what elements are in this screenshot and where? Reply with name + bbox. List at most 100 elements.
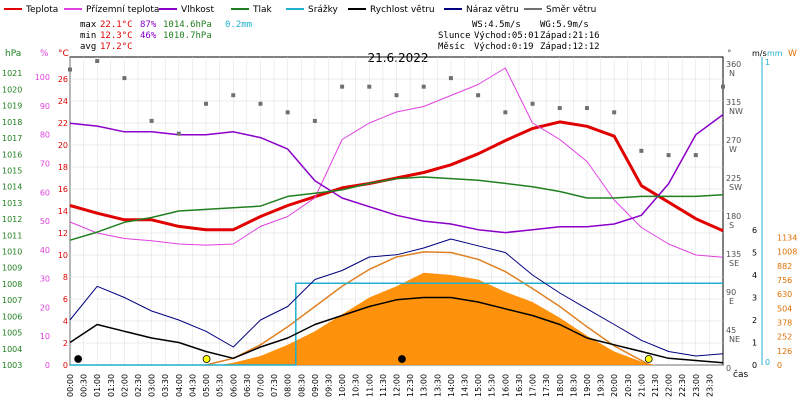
axis-unit-ms: m/s bbox=[752, 49, 767, 58]
tick-hpa-16: 1019 bbox=[2, 102, 22, 111]
tick-temp-5: 10 bbox=[58, 251, 68, 260]
series-1 bbox=[69, 67, 724, 258]
moon-set: Západ:12:12 bbox=[540, 42, 600, 52]
tick-time-47: 23:30 bbox=[705, 374, 714, 397]
stat-avg-temp: 17.2°C bbox=[100, 42, 133, 52]
tick-pct-1: 10 bbox=[40, 332, 50, 341]
tick-ms-2: 2 bbox=[752, 316, 757, 325]
wind-dir-point-20 bbox=[612, 110, 617, 115]
axis-unit-dir: ° bbox=[727, 49, 732, 59]
tick-time-45: 22:30 bbox=[678, 374, 687, 397]
wind-dir-point-4 bbox=[176, 131, 181, 136]
tick-time-44: 22:00 bbox=[665, 374, 674, 397]
tick-temp-13: 26 bbox=[58, 75, 68, 84]
tick-w-7: 882 bbox=[777, 262, 792, 271]
tick-temp-10: 20 bbox=[58, 141, 68, 150]
tick-time-40: 20:00 bbox=[610, 374, 619, 397]
tick-hpa-0: 1003 bbox=[2, 361, 22, 370]
wind-dir-point-21 bbox=[639, 148, 644, 153]
tick-hpa-4: 1007 bbox=[2, 296, 22, 305]
tick-dir-name-7: NE bbox=[729, 335, 740, 344]
tick-mm-1: 1 bbox=[765, 58, 770, 67]
tick-dir-deg-5: 135 bbox=[726, 250, 741, 259]
tick-time-37: 18:30 bbox=[569, 374, 578, 397]
tick-time-33: 16:30 bbox=[515, 374, 524, 397]
tick-pct-8: 80 bbox=[40, 131, 50, 140]
tick-pct-10: 100 bbox=[35, 73, 50, 82]
tick-time-18: 09:00 bbox=[311, 374, 320, 397]
tick-w-3: 378 bbox=[777, 318, 792, 327]
tick-hpa-5: 1008 bbox=[2, 280, 22, 289]
stat-max-hum: 87% bbox=[140, 20, 157, 30]
tick-hpa-3: 1006 bbox=[2, 312, 22, 321]
tick-dir-deg-0: 360 bbox=[726, 60, 741, 69]
tick-time-31: 15:30 bbox=[488, 374, 497, 397]
tick-dir-deg-1: 315 bbox=[726, 98, 741, 107]
tick-ms-1: 1 bbox=[752, 339, 757, 348]
moonset-marker bbox=[398, 355, 406, 363]
tick-time-4: 02:00 bbox=[120, 374, 129, 397]
tick-time-27: 13:30 bbox=[433, 374, 442, 397]
tick-time-43: 21:30 bbox=[651, 374, 660, 397]
tick-w-9: 1134 bbox=[777, 233, 797, 242]
stat-min-temp: 12.3°C bbox=[100, 31, 133, 41]
tick-temp-6: 12 bbox=[58, 229, 68, 238]
tick-time-30: 15:00 bbox=[474, 374, 483, 397]
tick-time-32: 16:00 bbox=[501, 374, 510, 397]
tick-mm-0: 0 bbox=[765, 358, 770, 367]
tick-ms-5: 5 bbox=[752, 249, 757, 258]
stat-max-rain: 0.2mm bbox=[225, 20, 252, 30]
wind-dir-point-14 bbox=[448, 76, 453, 81]
tick-pct-3: 30 bbox=[40, 275, 50, 284]
wind-dir-point-19 bbox=[584, 106, 589, 111]
tick-temp-0: 0 bbox=[63, 361, 68, 370]
tick-temp-7: 14 bbox=[58, 207, 68, 216]
legend: Teplota Přízemní teplota Vlhkost Tlak Srážky… bbox=[4, 5, 596, 15]
tick-temp-12: 24 bbox=[58, 97, 68, 106]
wind-dir-point-12 bbox=[394, 93, 399, 98]
tick-temp-8: 16 bbox=[58, 185, 68, 194]
tick-dir-name-4: S bbox=[729, 221, 734, 230]
tick-dir-name-0: N bbox=[729, 69, 735, 78]
tick-time-19: 09:30 bbox=[324, 374, 333, 397]
tick-temp-4: 8 bbox=[63, 273, 68, 282]
wind-dir-point-17 bbox=[530, 101, 535, 106]
wind-dir-point-7 bbox=[258, 101, 263, 106]
tick-time-5: 02:30 bbox=[134, 374, 143, 397]
tick-time-34: 17:00 bbox=[529, 374, 538, 397]
tick-pct-6: 60 bbox=[40, 188, 50, 197]
tick-hpa-15: 1018 bbox=[2, 118, 22, 127]
tick-pct-4: 40 bbox=[40, 246, 50, 255]
legend-label-5: Rychlost větru bbox=[370, 5, 435, 15]
stat-min-press: 1010.7hPa bbox=[163, 31, 212, 41]
series-solar bbox=[219, 272, 655, 365]
tick-time-9: 04:30 bbox=[188, 374, 197, 397]
wind-dir-point-23 bbox=[693, 153, 698, 158]
axes-layer: 1003100410051006100710081009101010111012… bbox=[2, 57, 797, 397]
tick-dir-name-3: SW bbox=[729, 183, 742, 192]
tick-pct-7: 70 bbox=[40, 160, 50, 169]
tick-time-13: 06:30 bbox=[243, 374, 252, 397]
tick-hpa-13: 1016 bbox=[2, 150, 22, 159]
stat-max-temp: 22.1°C bbox=[100, 20, 133, 30]
tick-hpa-2: 1005 bbox=[2, 329, 22, 338]
tick-time-20: 10:00 bbox=[338, 374, 347, 397]
wind-dir-point-18 bbox=[557, 106, 562, 111]
series-5 bbox=[69, 296, 724, 364]
tick-dir-deg-8: 0 bbox=[726, 364, 731, 373]
wind-dir-point-8 bbox=[285, 110, 290, 115]
tick-hpa-11: 1014 bbox=[2, 183, 22, 192]
tick-time-11: 05:30 bbox=[216, 374, 225, 397]
wind-ws: WS:4.5m/s bbox=[472, 20, 521, 30]
tick-pct-2: 20 bbox=[40, 303, 50, 312]
tick-time-17: 08:30 bbox=[297, 374, 306, 397]
wind-dir-point-22 bbox=[666, 153, 671, 158]
tick-time-14: 07:00 bbox=[256, 374, 265, 397]
tick-pct-5: 50 bbox=[40, 217, 50, 226]
tick-time-38: 19:00 bbox=[583, 374, 592, 397]
tick-hpa-10: 1013 bbox=[2, 199, 22, 208]
tick-temp-2: 4 bbox=[63, 317, 68, 326]
tick-dir-name-5: SE bbox=[729, 259, 739, 268]
wind-dir-point-15 bbox=[476, 93, 481, 98]
